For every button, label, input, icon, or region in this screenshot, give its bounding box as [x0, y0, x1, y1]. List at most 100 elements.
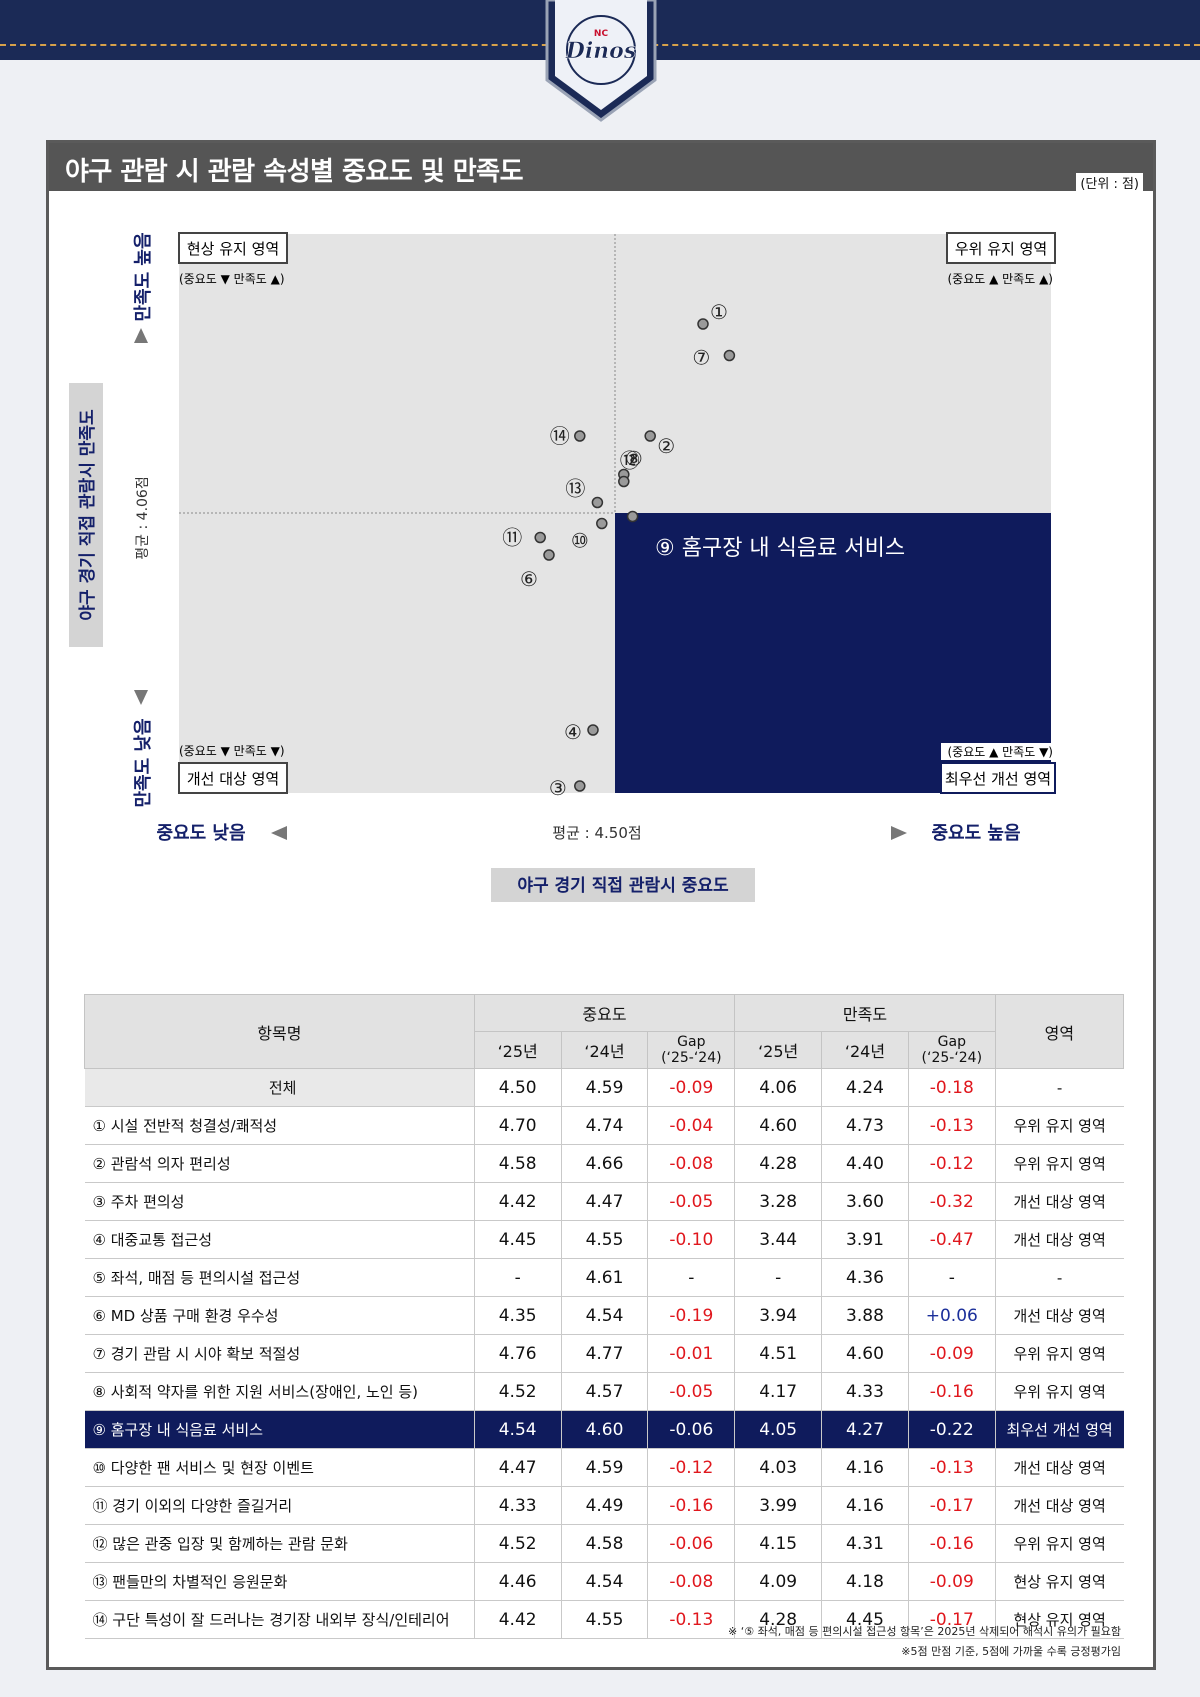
cell-sgap: -0.32 [907, 1182, 996, 1221]
cell-s25: 4.60 [734, 1106, 822, 1145]
cell-s24: 4.33 [821, 1372, 909, 1411]
cell-s25: 4.28 [734, 1600, 822, 1639]
header-s24: ‘24년 [821, 1031, 909, 1069]
cell-sgap: -0.09 [907, 1562, 996, 1601]
row-name: ⑪ 경기 이외의 다양한 즐길거리 [84, 1486, 475, 1525]
row-region: 현상 유지 영역 [994, 1562, 1124, 1601]
x-axis-title: 야구 경기 직접 관람시 중요도 [517, 875, 729, 896]
y-avg-label: 평균 : 4.06점 [135, 476, 151, 559]
table-row: ⑤ 좌석, 매점 등 편의시설 접근성 -4.61- -4.36- - [84, 1258, 1124, 1297]
callout-label: ⑨ 홈구장 내 식음료 서비스 [655, 536, 905, 561]
cell-igap: -0.06 [647, 1524, 735, 1563]
x-title-box [491, 868, 755, 902]
quadrant-label-box-top-right [946, 232, 1056, 264]
quadrant-label-box-top-left [178, 232, 288, 264]
cell-i25: 4.42 [473, 1182, 562, 1221]
data-table: 항목명 중요도 만족도 영역 ‘25년 ‘24년 Gap (‘25-‘24) ‘… [84, 994, 1125, 1639]
scatter-point [618, 475, 630, 488]
table-row: ① 시설 전반적 청결성/쾌적성 4.70 4.74 -0.04 4.60 4.73 -0.… [84, 1106, 1124, 1145]
row-name: 전체 [84, 1068, 475, 1107]
row-name: ② 관람석 의자 편리성 [84, 1144, 475, 1183]
cell-sgap: +0.06 [907, 1296, 996, 1335]
row-region: - [994, 1258, 1124, 1297]
quadrant-top-left [179, 234, 615, 513]
quadrant-sub-bottom-left: (중요도 ▼ 만족도 ▼) [179, 744, 285, 758]
table-row-total: 전체 4.50 4.59 -0.09 4.06 4.24 -0.18- [84, 1068, 1124, 1107]
row-region: 개선 대상 영역 [994, 1220, 1124, 1259]
scatter-point [626, 510, 639, 523]
cell-sgap: -0.47 [907, 1220, 996, 1259]
cell-i24: 4.77 [560, 1334, 648, 1373]
point-label: ⑬ [565, 477, 585, 501]
cell-igap: -0.10 [647, 1220, 735, 1259]
header-i24: ‘24년 [560, 1031, 649, 1069]
quadrant-top-right [615, 234, 1051, 513]
cell-i24: 4.54 [560, 1562, 648, 1601]
cell-igap: -0.16 [647, 1486, 735, 1525]
point-label: ⑩ [571, 529, 589, 553]
panel-title: 야구 관람 시 관람 속성별 중요도 및 만족도 [65, 157, 524, 187]
cell-s24: 3.60 [821, 1182, 909, 1221]
row-name: ⑤ 좌석, 매점 등 편의시설 접근성 [84, 1258, 475, 1297]
cell-s24: 4.40 [821, 1144, 909, 1183]
quadrant-sub-bottom-right: (중요도 ▲ 만족도 ▼) [947, 745, 1053, 759]
cell-i25: 4.46 [473, 1562, 562, 1601]
cell-i25: 4.52 [473, 1372, 562, 1411]
cell-s24: 4.31 [821, 1524, 909, 1563]
cell-i24: 4.57 [560, 1372, 648, 1411]
point-label: ④ [564, 720, 582, 744]
header-gap-sub: (‘25-‘24) [921, 1050, 983, 1066]
cell-s24: 4.60 [821, 1334, 909, 1373]
quadrant-label-bottom-left: 개선 대상 영역 [187, 770, 279, 788]
row-name: ⑭ 구단 특성이 잘 드러나는 경기장 내외부 장식/인테리어 [84, 1600, 475, 1639]
x-low-label: 중요도 낮음 [156, 823, 245, 844]
cell-s24: 4.73 [821, 1106, 909, 1145]
cell-i25: 4.52 [473, 1524, 562, 1563]
cell-i25: 4.45 [473, 1220, 562, 1259]
row-name: ⑦ 경기 관람 시 시야 확보 적절성 [84, 1334, 475, 1373]
table-row: ⑥ MD 상품 구매 환경 우수성 4.35 4.54 -0.19 3.94 3.88 +0… [84, 1296, 1124, 1335]
table-row: ⑧ 사회적 약자를 위한 지원 서비스(장애인, 노인 등) 4.52 4.57 -0… [84, 1372, 1124, 1411]
point-label: ② [657, 434, 675, 458]
table-row: ⑫ 많은 관중 입장 및 함께하는 관람 문화 4.52 4.58 -0.06 4.15… [84, 1524, 1124, 1563]
cell-igap: -0.13 [647, 1600, 735, 1639]
cell-s25: 3.28 [734, 1182, 822, 1221]
cell-i25: 4.35 [473, 1296, 562, 1335]
header-i25: ‘25년 [473, 1031, 562, 1069]
quadrant-bottom-left [179, 513, 615, 793]
scatter-point [723, 349, 736, 362]
quadrant-sub-top-right: (중요도 ▲ 만족도 ▲) [947, 272, 1053, 286]
scatter-points: ① ② ③ ④ ⑥ ⑦ ⑧ ⑩ ⑪ ⑫ ⑬ ⑭ [502, 300, 736, 800]
cell-i24: 4.47 [560, 1182, 648, 1221]
table-row: ⑩ 다양한 팬 서비스 및 현장 이벤트 4.47 4.59 -0.12 4.03 4.1… [84, 1448, 1124, 1487]
cell-s25: 4.03 [734, 1448, 822, 1487]
cell-igap: -0.09 [647, 1068, 735, 1107]
cell-i24: 4.59 [560, 1448, 648, 1487]
cell-s25: 4.17 [734, 1372, 822, 1411]
table-row: ⑭ 구단 특성이 잘 드러나는 경기장 내외부 장식/인테리어 4.42 4.55-… [84, 1600, 1124, 1639]
cell-igap: -0.08 [647, 1144, 735, 1183]
cell-i25: 4.42 [473, 1600, 562, 1639]
footnote-1: ※ ‘⑤ 좌석, 매점 등 편의시설 접근성 항목’은 2025년 삭제되어 해… [728, 1625, 1121, 1638]
cell-sgap: -0.12 [907, 1144, 996, 1183]
header-igap: Gap (‘25-‘24) [647, 1031, 736, 1069]
cell-s24: 4.18 [821, 1562, 909, 1601]
point-label: ⑭ [550, 424, 570, 448]
cell-i24: 4.66 [560, 1144, 648, 1183]
quadrant-label-box-bottom-right [940, 762, 1056, 794]
cell-igap: -0.19 [647, 1296, 735, 1335]
table-row: ④ 대중교통 접근성 4.45 4.55 -0.10 3.44 3.91 -0.47 개선 대… [84, 1220, 1124, 1259]
scatter-point [543, 549, 555, 561]
cell-i24: 4.49 [560, 1486, 648, 1525]
quadrant-sub-box-bottom-right [941, 743, 1053, 760]
cell-sgap: -0.16 [907, 1524, 996, 1563]
scatter-point [574, 780, 586, 792]
y-arrow-down-head [134, 690, 148, 705]
quadrant-label-bottom-right: 최우선 개선 영역 [945, 770, 1051, 788]
y-arrow-up-head [134, 328, 148, 343]
cell-s25: 4.15 [734, 1524, 822, 1563]
cell-i25: - [473, 1258, 562, 1297]
point-label: ③ [549, 776, 567, 800]
cell-igap: -0.01 [647, 1334, 735, 1373]
cell-i24: 4.74 [560, 1106, 648, 1145]
